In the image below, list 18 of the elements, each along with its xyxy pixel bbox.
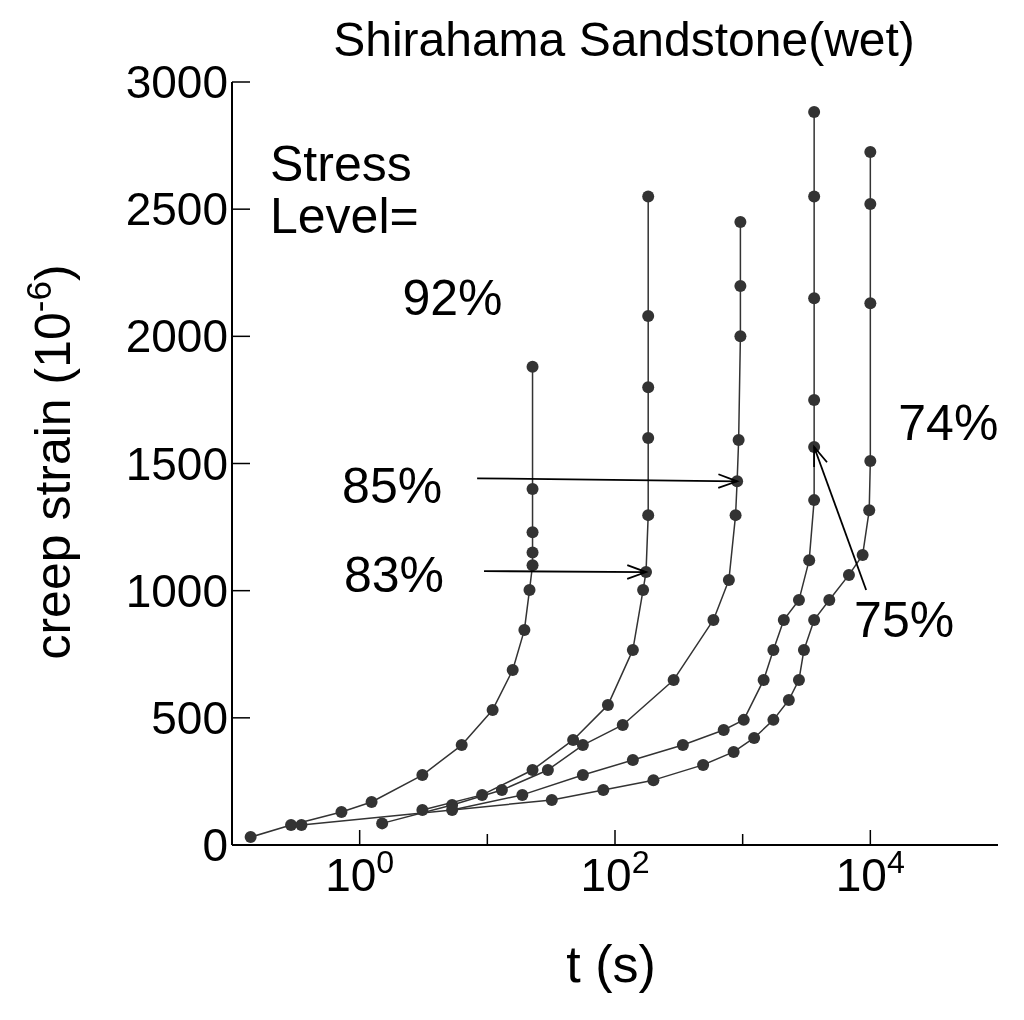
annotation: 92% (402, 269, 503, 326)
x-tick-label: 10$^{2}$ (580, 844, 650, 901)
chart-title: Shirahama Sandstone(wet) (332, 12, 916, 68)
x-axis-title: t (s) (566, 935, 656, 993)
x-tick-label: 10$^{4}$ (835, 844, 905, 901)
y-tick-label: 2000 (125, 310, 228, 363)
annotation: 75% (854, 591, 955, 648)
y-tick-label: 2500 (125, 183, 228, 236)
annotation: 83% (343, 547, 445, 604)
y-tick-label: 0 (202, 819, 228, 871)
y-tick-label: 1500 (125, 437, 228, 490)
y-tick-label: 3000 (125, 56, 228, 108)
x-tick-label: 10$^{0}$ (325, 844, 395, 901)
annotation: 85% (342, 458, 443, 515)
annotation: 74% (898, 394, 999, 451)
annotation: Stress Level= (270, 136, 420, 244)
y-tick-label: 500 (151, 691, 228, 744)
y-tick-label: 1000 (125, 564, 228, 617)
